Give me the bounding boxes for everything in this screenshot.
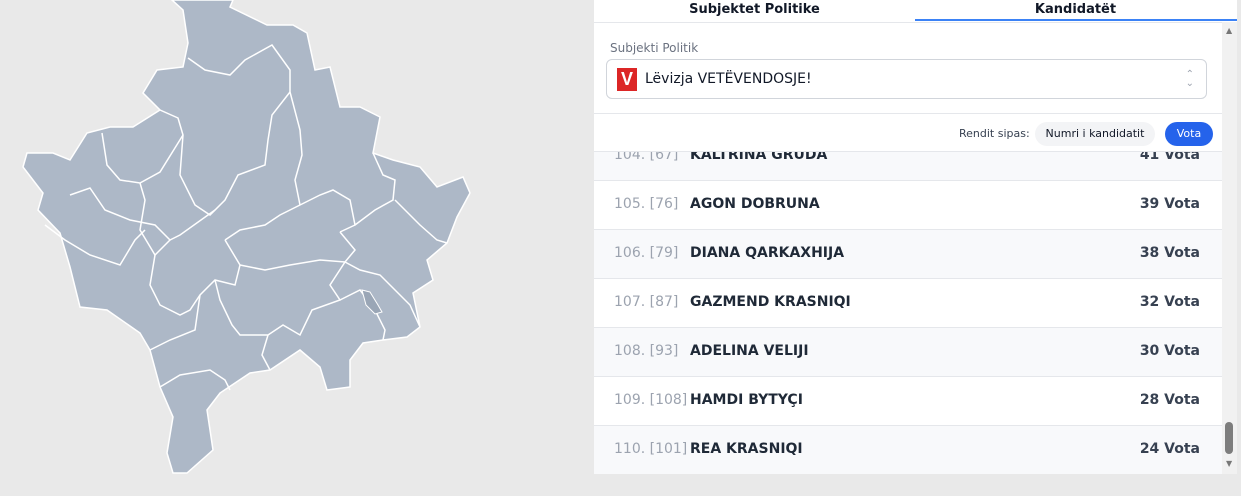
sort-by-votes-button[interactable]: Vota: [1165, 122, 1213, 146]
candidate-name: REA KRASNIQI: [690, 441, 803, 457]
candidate-name: AGON DOBRUNA: [690, 196, 820, 212]
candidate-rank: 104. [67]: [614, 152, 679, 163]
tab-subjektet-politike[interactable]: Subjektet Politike: [689, 2, 820, 17]
candidate-row[interactable]: 105. [76] AGON DOBRUNA 39 Vota: [594, 181, 1222, 230]
candidate-name: HAMDI BYTYÇI: [690, 392, 803, 408]
sort-label: Rendit sipas:: [959, 127, 1030, 140]
scrollbar-thumb[interactable]: [1225, 422, 1233, 454]
scroll-down-icon[interactable]: ▼: [1226, 459, 1233, 468]
candidate-rank: 107. [87]: [614, 294, 679, 310]
candidate-votes: 41 Vota: [1139, 152, 1200, 163]
candidate-row[interactable]: 108. [93] ADELINA VELIJI 30 Vota: [594, 328, 1222, 377]
scrollbar[interactable]: ▲ ▼: [1222, 22, 1237, 474]
map-enclave[interactable]: [361, 289, 383, 315]
municipal-borders: [44, 44, 448, 391]
municipality-map[interactable]: [0, 0, 594, 496]
candidate-rank: 110. [101]: [614, 441, 688, 457]
candidate-rank: 105. [76]: [614, 196, 679, 212]
candidate-votes: 39 Vota: [1139, 196, 1200, 212]
candidate-votes: 30 Vota: [1139, 343, 1200, 359]
candidate-votes: 32 Vota: [1139, 294, 1200, 310]
candidate-name: ADELINA VELIJI: [690, 343, 809, 359]
scroll-up-icon[interactable]: ▲: [1226, 26, 1233, 35]
candidate-row[interactable]: 107. [87] GAZMEND KRASNIQI 32 Vota: [594, 279, 1222, 328]
candidate-rank: 108. [93]: [614, 343, 679, 359]
map-region-outline[interactable]: [22, 0, 471, 474]
candidate-row[interactable]: 109. [108] HAMDI BYTYÇI 28 Vota: [594, 377, 1222, 426]
candidate-name: DIANA QARKAXHIJA: [690, 245, 845, 261]
tab-kandidatet[interactable]: Kandidatët: [1034, 2, 1117, 17]
candidate-name: KALTRINA GRUDA: [690, 152, 828, 163]
active-tab-indicator: [915, 19, 1237, 21]
candidate-row[interactable]: 104. [67] KALTRINA GRUDA 41 Vota: [594, 152, 1222, 181]
party-logo: V: [617, 68, 637, 91]
candidate-list: 104. [67] KALTRINA GRUDA 41 Vota 105. [76…: [594, 152, 1222, 474]
chevron-up-down-icon: ⌃ ⌄: [1185, 69, 1194, 89]
candidate-votes: 24 Vota: [1139, 441, 1200, 457]
results-panel: Subjektet Politike Kandidatët Subjekti P…: [594, 0, 1237, 474]
candidate-rank: 109. [108]: [614, 392, 688, 408]
party-select-label: Subjekti Politik: [610, 41, 699, 55]
tab-bar: Subjektet Politike Kandidatët: [594, 0, 1237, 23]
candidate-votes: 38 Vota: [1139, 245, 1200, 261]
candidate-rank: 106. [79]: [614, 245, 679, 261]
party-select[interactable]: V Lëvizja VETËVENDOSJE! ⌃ ⌄: [606, 59, 1207, 99]
sort-by-number-button[interactable]: Numri i kandidatit: [1035, 122, 1155, 146]
candidate-row[interactable]: 110. [101] REA KRASNIQI 24 Vota: [594, 426, 1222, 474]
sort-bar: Rendit sipas: Numri i kandidatit Vota: [594, 113, 1222, 152]
candidate-votes: 28 Vota: [1139, 392, 1200, 408]
candidate-row[interactable]: 106. [79] DIANA QARKAXHIJA 38 Vota: [594, 230, 1222, 279]
party-select-value: Lëvizja VETËVENDOSJE!: [645, 71, 812, 87]
candidate-name: GAZMEND KRASNIQI: [690, 294, 851, 310]
